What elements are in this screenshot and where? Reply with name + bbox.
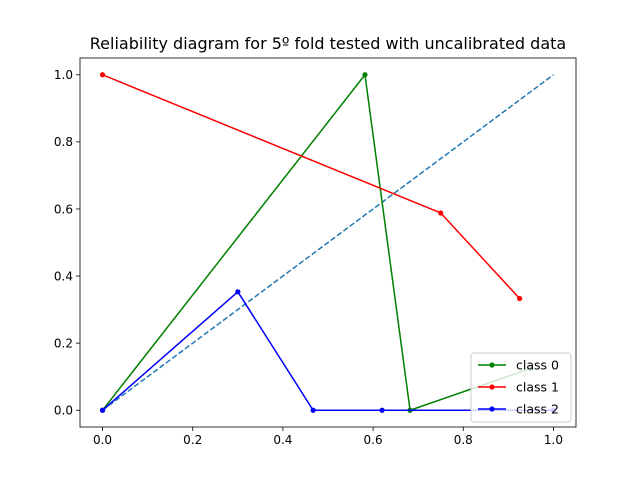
data-point-class-1-1 bbox=[438, 210, 444, 216]
data-point-class-1-0 bbox=[99, 72, 106, 78]
data-point-class-2-3 bbox=[379, 407, 385, 413]
series-line-class-0 bbox=[101, 74, 532, 412]
legend-label-class-0: class 0 bbox=[516, 358, 559, 373]
reference-diagonal-line bbox=[102, 74, 554, 411]
axes-frame bbox=[79, 57, 577, 428]
x-tick-label: 0.4 bbox=[273, 433, 292, 447]
y-tick-label: 0.0 bbox=[54, 404, 73, 418]
data-point-class-1-2 bbox=[517, 295, 523, 302]
y-tick-label: 0.8 bbox=[54, 135, 73, 149]
x-tick-label: 0.6 bbox=[364, 433, 383, 447]
x-tick-label: 0.8 bbox=[454, 433, 473, 447]
legend-label-class-1: class 1 bbox=[516, 380, 559, 395]
legend-box bbox=[470, 352, 572, 423]
y-tick-label: 0.6 bbox=[54, 202, 73, 216]
y-tick-label: 0.4 bbox=[54, 269, 73, 283]
x-tick-label: 1.0 bbox=[544, 433, 563, 447]
axes-layer: 0.0 0.2 0.4 0.6 0.8 1.0 0.0 0.2 0.4 0.6 0.8 1.0 bbox=[54, 57, 577, 447]
y-tick-label: 1.0 bbox=[54, 68, 73, 82]
legend: class 0 class 1 class 2 bbox=[470, 352, 572, 423]
chart-title: Reliability diagram for 5º fold tested w… bbox=[90, 34, 566, 53]
legend-marker-class-0 bbox=[489, 362, 495, 368]
legend-label-class-2: class 2 bbox=[516, 402, 559, 417]
data-point-class-2-2 bbox=[310, 407, 316, 413]
series-line-class-1 bbox=[101, 73, 521, 300]
x-tick-label: 0.0 bbox=[93, 433, 112, 447]
legend-marker-class-2 bbox=[489, 406, 495, 412]
y-tick-label: 0.2 bbox=[54, 336, 73, 350]
data-point-class-2-0 bbox=[99, 407, 106, 413]
data-point-class-2-1 bbox=[235, 289, 241, 295]
x-tick-label: 0.2 bbox=[183, 433, 202, 447]
legend-marker-class-1 bbox=[489, 384, 495, 390]
data-point-class-0-1 bbox=[362, 72, 368, 78]
